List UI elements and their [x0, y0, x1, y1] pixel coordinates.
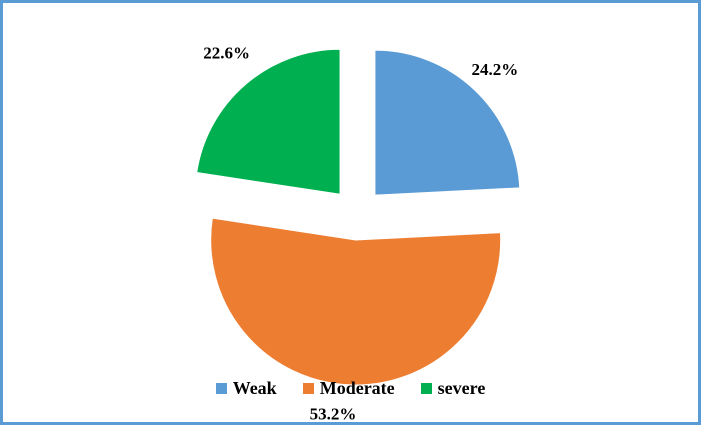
legend: Weak Moderate severe — [0, 378, 701, 399]
data-label-weak: 24.2% — [471, 60, 518, 79]
legend-item-severe: severe — [420, 378, 486, 399]
legend-label-severe: severe — [437, 378, 486, 398]
legend-swatch-severe — [420, 383, 432, 394]
pie-slice-weak — [374, 49, 521, 196]
legend-label-moderate: Moderate — [319, 378, 395, 398]
data-label-severe: 22.6% — [203, 43, 250, 62]
legend-item-moderate: Moderate — [302, 378, 395, 399]
legend-label-weak: Weak — [232, 378, 277, 398]
pie-slice-severe — [196, 48, 341, 195]
legend-item-weak: Weak — [215, 378, 277, 399]
pie-slice-moderate — [210, 217, 502, 386]
legend-swatch-moderate — [302, 383, 314, 394]
legend-swatch-weak — [215, 383, 227, 394]
data-label-moderate: 53.2% — [310, 405, 357, 424]
